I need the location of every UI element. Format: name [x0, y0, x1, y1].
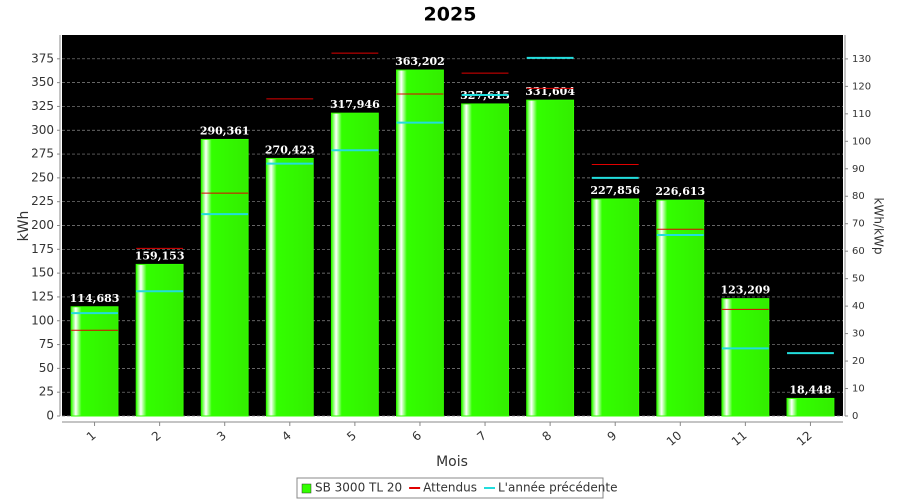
bar: [70, 306, 119, 417]
y2-tick-label: 20: [852, 356, 865, 367]
y2-tick-label: 70: [852, 219, 865, 230]
value-label: 331,604: [525, 85, 575, 98]
y-tick-label: 150: [31, 266, 54, 280]
x-tick-label: 1: [84, 428, 99, 444]
bar: [330, 112, 379, 417]
y2-tick-label: 0: [852, 411, 858, 422]
y2-tick-label: 60: [852, 246, 865, 257]
y2-tick-label: 110: [852, 109, 871, 120]
y2-tick-label: 80: [852, 191, 865, 202]
y2-tick-label: 40: [852, 301, 865, 312]
bar: [721, 298, 770, 417]
bar: [526, 99, 575, 417]
bar: [135, 263, 184, 417]
chart-title: 2025: [424, 4, 477, 26]
legend-label: Attendus: [423, 481, 477, 495]
y2-tick-label: 100: [852, 136, 871, 147]
bar: [396, 69, 444, 417]
x-tick-label: 2: [149, 428, 164, 444]
x-tick-label: 5: [344, 428, 359, 444]
y-tick-label: 175: [31, 242, 54, 256]
value-label: 159,153: [135, 249, 185, 262]
y2-tick-label: 130: [852, 54, 871, 65]
x-tick-label: 4: [279, 428, 294, 444]
bar: [265, 157, 314, 417]
y-tick-label: 325: [31, 99, 54, 113]
value-label: 114,683: [70, 292, 120, 305]
value-label: 123,209: [720, 284, 770, 297]
value-label: 227,856: [590, 184, 640, 197]
x-tick-label: 11: [729, 428, 750, 449]
legend-label: L'année précédente: [498, 481, 617, 495]
y2-tick-label: 50: [852, 274, 865, 285]
value-label: 363,202: [395, 55, 445, 68]
x-tick-label: 10: [664, 428, 685, 449]
x-tick-label: 6: [409, 428, 424, 444]
y-axis-label: kWh: [16, 211, 32, 242]
y-tick-label: 0: [46, 409, 54, 423]
value-label: 226,613: [655, 185, 705, 198]
y2-tick-label: 120: [852, 81, 871, 92]
legend-swatch: [301, 483, 312, 494]
legend: [296, 477, 604, 499]
y-tick-label: 125: [31, 289, 54, 303]
y-tick-label: 50: [39, 361, 54, 375]
value-label: 290,361: [200, 124, 250, 137]
x-axis-label: Mois: [436, 454, 468, 470]
y-tick-label: 75: [39, 337, 54, 351]
y-tick-label: 375: [31, 51, 54, 65]
x-tick-label: 12: [794, 428, 815, 449]
value-label: 317,946: [330, 98, 380, 111]
value-label: 270,423: [265, 143, 315, 156]
y2-tick-label: 30: [852, 329, 865, 340]
bar: [461, 103, 509, 417]
y-tick-label: 225: [31, 194, 54, 208]
y-tick-label: 25: [39, 385, 54, 399]
x-tick-label: 7: [474, 428, 489, 444]
x-tick-label: 9: [605, 428, 620, 444]
y2-tick-label: 90: [852, 164, 865, 175]
y-tick-label: 275: [31, 147, 54, 161]
x-tick-label: 8: [539, 428, 554, 444]
y-tick-label: 300: [31, 123, 54, 137]
y-tick-label: 350: [31, 75, 54, 89]
value-label: 18,448: [789, 383, 831, 396]
y-tick-label: 100: [31, 313, 54, 327]
y-tick-label: 200: [31, 218, 54, 232]
bar: [656, 199, 705, 417]
y-tick-label: 250: [31, 170, 54, 184]
bar: [200, 138, 249, 417]
bar: [786, 397, 835, 417]
y2-axis-label: kWh/kWp: [872, 198, 886, 255]
y2-tick-label: 10: [852, 384, 865, 395]
legend-label: SB 3000 TL 20: [315, 481, 402, 495]
bar: [591, 198, 640, 417]
x-tick-label: 3: [214, 428, 229, 444]
